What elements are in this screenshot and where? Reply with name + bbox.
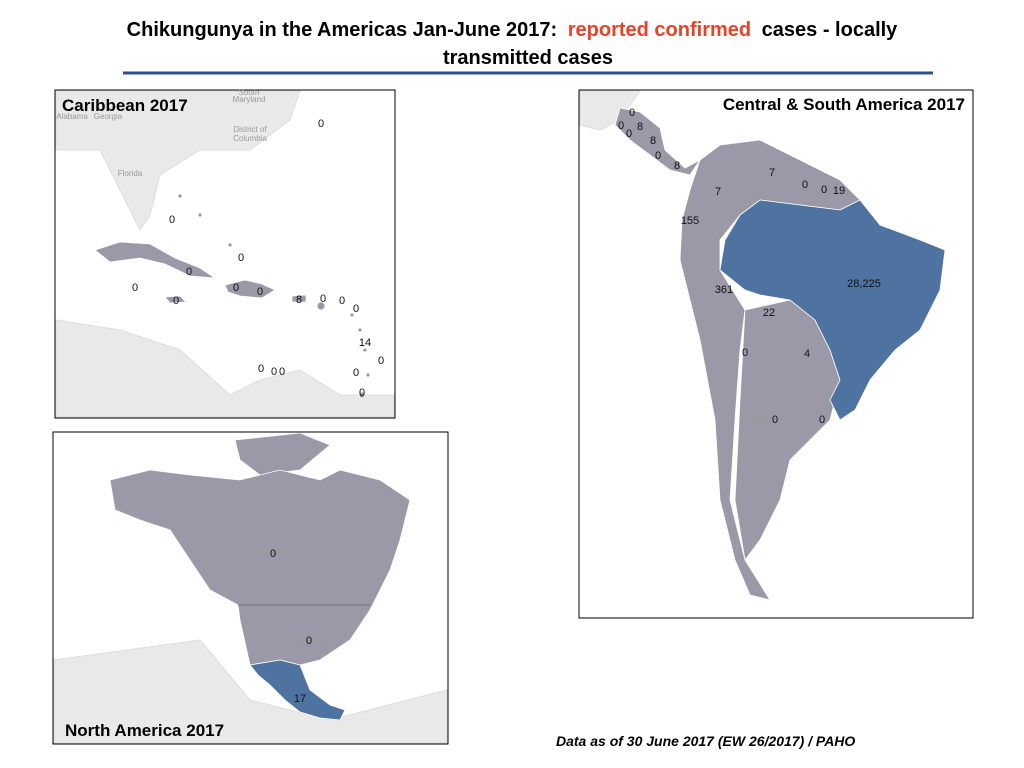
greenland-islands bbox=[234, 432, 331, 476]
canada-usa bbox=[109, 469, 411, 666]
case-count: 8 bbox=[637, 121, 643, 133]
mexico-land bbox=[579, 90, 641, 131]
panel-title: Central & South America 2017 bbox=[723, 95, 965, 114]
case-count: 0 bbox=[618, 120, 624, 132]
case-count: 0 bbox=[339, 295, 345, 307]
case-count: 0 bbox=[629, 107, 635, 119]
case-count: 0 bbox=[258, 363, 264, 375]
hispaniola bbox=[224, 279, 276, 299]
mainland-land bbox=[55, 319, 395, 418]
case-count: 7 bbox=[715, 186, 721, 198]
place-name: Maryland bbox=[233, 95, 266, 104]
puerto-rico bbox=[291, 294, 307, 303]
case-count: 0 bbox=[819, 414, 825, 426]
case-count: 0 bbox=[772, 414, 778, 426]
case-count: 28,225 bbox=[847, 278, 881, 290]
case-count: 8 bbox=[296, 294, 302, 306]
case-count: 0 bbox=[320, 293, 326, 305]
case-count: 0 bbox=[742, 347, 748, 359]
case-count: 0 bbox=[378, 355, 384, 367]
case-count: 0 bbox=[233, 282, 239, 294]
lesser-antilles bbox=[177, 193, 371, 399]
case-count: 4 bbox=[804, 348, 810, 360]
title-line2: transmitted cases bbox=[443, 47, 613, 69]
place-name: Alabama bbox=[56, 112, 88, 121]
panel-title: Caribbean 2017 bbox=[62, 96, 188, 115]
case-count: 0 bbox=[173, 295, 179, 307]
central-america bbox=[614, 107, 701, 176]
brazil bbox=[719, 199, 946, 421]
case-count: 0 bbox=[306, 635, 312, 647]
case-count: 19 bbox=[833, 185, 845, 197]
case-count: 0 bbox=[318, 118, 324, 130]
south-america-panel: Central & South America 2017 bbox=[578, 89, 974, 619]
case-count: 0 bbox=[238, 252, 244, 264]
case-count: 8 bbox=[650, 135, 656, 147]
usa-land bbox=[55, 90, 301, 231]
panel-title: North America 2017 bbox=[65, 721, 224, 740]
case-count: 0 bbox=[270, 548, 276, 560]
footer: Data as of 30 June 2017 (EW 26/2017) / P… bbox=[556, 733, 855, 749]
case-count: 0 bbox=[279, 366, 285, 378]
place-name: Columbia bbox=[233, 134, 267, 143]
case-count: 0 bbox=[186, 266, 192, 278]
case-count: 0 bbox=[353, 303, 359, 315]
cuba bbox=[94, 241, 217, 279]
case-count: 0 bbox=[626, 128, 632, 140]
title-start: Chikungunya in the Americas Jan-June 201… bbox=[127, 19, 558, 41]
case-count: 0 bbox=[257, 286, 263, 298]
case-count: 0 bbox=[132, 282, 138, 294]
place-name: Georgia bbox=[94, 112, 123, 121]
case-count: 22 bbox=[763, 307, 775, 319]
north-america-panel: North America 2017 bbox=[52, 431, 449, 745]
title-highlight: reported confirmed bbox=[568, 19, 751, 41]
mexico bbox=[249, 659, 346, 721]
case-count: 14 bbox=[359, 337, 371, 349]
case-count: 361 bbox=[715, 284, 733, 296]
case-count: 0 bbox=[353, 367, 359, 379]
land-background bbox=[53, 639, 448, 744]
andean-countries bbox=[679, 139, 861, 601]
case-count: 0 bbox=[802, 179, 808, 191]
title: Chikungunya in the Americas Jan-June 201… bbox=[127, 19, 899, 41]
caribbean-panel: Caribbean 2017 bbox=[54, 89, 396, 419]
case-count: 0 bbox=[821, 184, 827, 196]
case-count: 0 bbox=[271, 366, 277, 378]
place-name: Florida bbox=[118, 169, 143, 178]
case-count: 0 bbox=[359, 387, 365, 399]
case-count: 17 bbox=[294, 693, 306, 705]
case-count: 7 bbox=[769, 167, 775, 179]
place-name: District of bbox=[233, 125, 267, 134]
place-name: United States bbox=[286, 636, 334, 645]
case-count: 0 bbox=[655, 150, 661, 162]
case-count: 0 bbox=[169, 214, 175, 226]
case-count: 8 bbox=[674, 160, 680, 172]
case-count: 155 bbox=[681, 215, 699, 227]
title-end: cases - locally bbox=[762, 19, 899, 41]
jamaica bbox=[164, 295, 187, 304]
place-name: South bbox=[239, 88, 260, 97]
place-name: Canada bbox=[256, 548, 285, 557]
place-name: Argentina bbox=[755, 416, 790, 425]
